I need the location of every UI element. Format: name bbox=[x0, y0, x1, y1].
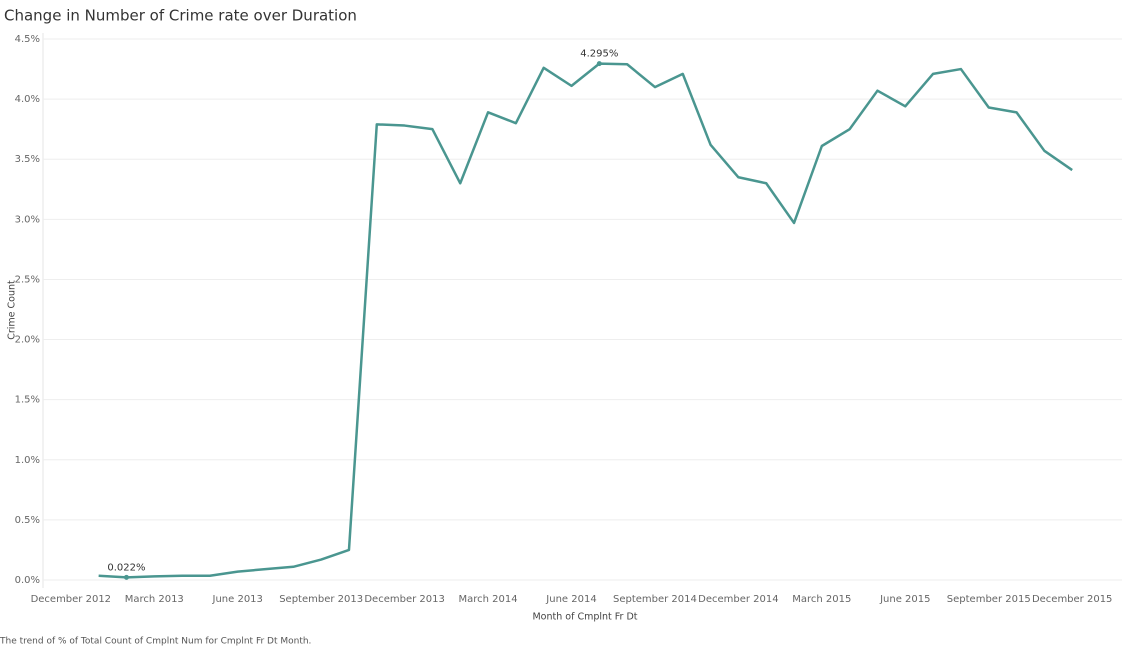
y-tick-label: 3.0% bbox=[15, 214, 40, 225]
x-tick-label: December 2012 bbox=[31, 594, 111, 605]
x-tick-label: March 2013 bbox=[125, 594, 184, 605]
x-axis-title: Month of Cmplnt Fr Dt bbox=[532, 612, 637, 623]
x-tick-label: December 2014 bbox=[698, 594, 778, 605]
point bbox=[123, 574, 129, 580]
chart-title: Change in Number of Crime rate over Dura… bbox=[4, 7, 357, 25]
y-axis-title: Crime Count bbox=[7, 280, 18, 340]
x-tick-label: September 2013 bbox=[279, 594, 363, 605]
x-tick-label: June 2014 bbox=[545, 594, 596, 605]
x-tick-label: December 2015 bbox=[1032, 594, 1112, 605]
footnote: The trend of % of Total Count of Cmplnt … bbox=[0, 637, 311, 647]
x-tick-label: March 2015 bbox=[792, 594, 851, 605]
y-tick-label: 0.0% bbox=[15, 575, 40, 586]
x-tick-label: September 2014 bbox=[613, 594, 697, 605]
x-tick-label: June 2015 bbox=[879, 594, 930, 605]
x-tick-label: December 2013 bbox=[364, 594, 444, 605]
y-tick-label: 4.5% bbox=[15, 34, 40, 45]
y-tick-label: 4.0% bbox=[15, 94, 40, 105]
x-tick-label: March 2014 bbox=[458, 594, 517, 605]
y-tick-label: 1.5% bbox=[15, 395, 40, 406]
x-tick-label: September 2015 bbox=[947, 594, 1031, 605]
y-tick-label: 3.5% bbox=[15, 154, 40, 165]
y-tick-label: 0.5% bbox=[15, 515, 40, 526]
y-tick-label: 2.5% bbox=[15, 274, 40, 285]
point bbox=[596, 61, 602, 67]
y-tick-label: 1.0% bbox=[15, 455, 40, 466]
data-label: 4.295% bbox=[580, 49, 618, 60]
line bbox=[98, 62, 1073, 579]
y-tick-label: 2.0% bbox=[15, 335, 40, 346]
x-tick-label: June 2013 bbox=[212, 594, 263, 605]
data-label: 0.022% bbox=[107, 562, 145, 573]
